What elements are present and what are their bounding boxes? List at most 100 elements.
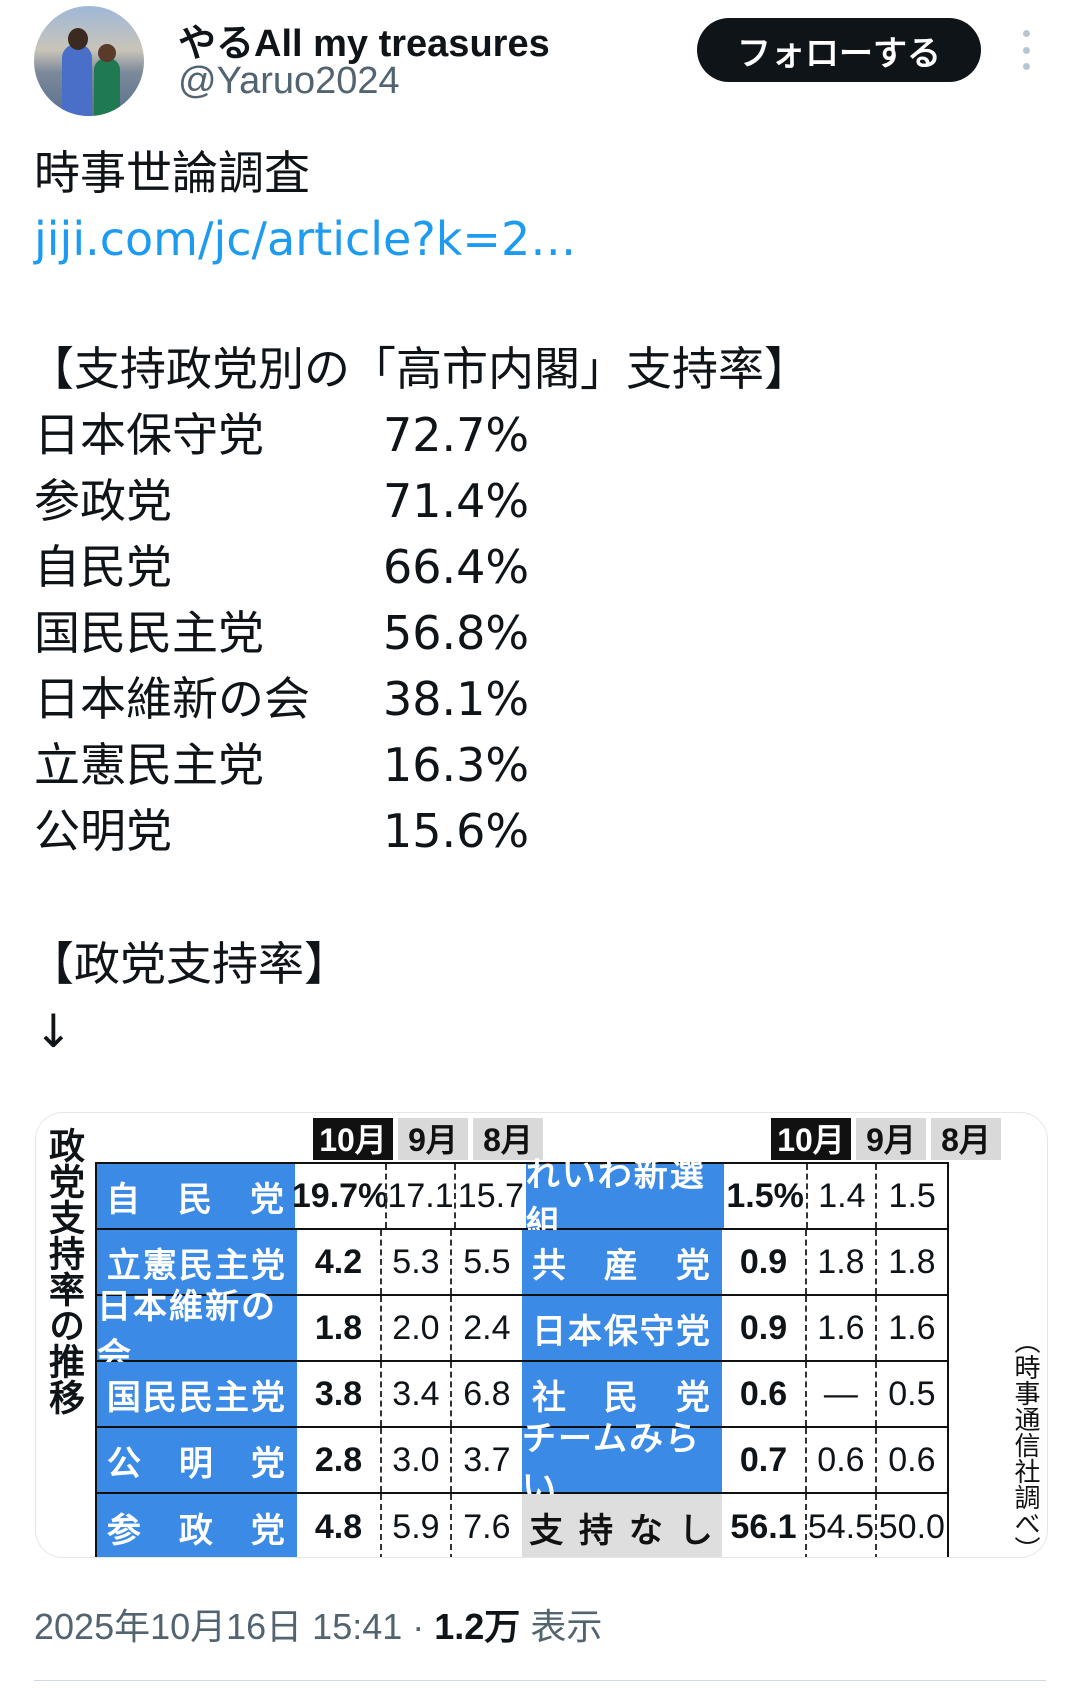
support-value: 2.4 — [449, 1296, 522, 1360]
support-value: 3.7 — [449, 1428, 522, 1492]
support-value: 0.7 — [739, 1440, 788, 1479]
support-value: 0.6 — [805, 1428, 875, 1492]
month-header: 8月 — [473, 1118, 543, 1160]
table-row: 参 政 党 4.8 5.9 7.6 支 持 な し 56.1 54.5 50.0 — [97, 1494, 947, 1557]
follow-button[interactable]: フォローする — [697, 18, 981, 82]
party-label: 社 民 党 — [522, 1362, 722, 1426]
attached-image[interactable]: 政党支持率の推移 10月 9月 8月 10月 9月 8月 自 民 党 19.7% 1… — [35, 1112, 1048, 1558]
party-label: 公 明 党 — [97, 1428, 297, 1492]
support-value: 1.6 — [805, 1296, 875, 1360]
party-label: チームみらい — [522, 1419, 722, 1508]
support-table: 自 民 党 19.7% 17.1 15.7 れいわ新選組 1.5% 1.4 1.5 立憲民主党 4… — [95, 1155, 949, 1557]
support-value: 17.1 — [385, 1164, 454, 1228]
rate-value: 16.3% — [383, 738, 530, 792]
rate-value: 38.1% — [383, 672, 530, 726]
heading-cabinet-support: 【支持政党別の「高市内閣」支持率】 — [28, 342, 810, 396]
rate-value: 56.8% — [383, 606, 530, 660]
party-label: 国民民主党 — [97, 1362, 297, 1426]
source-note: （時事通信社調べ） — [1010, 1328, 1040, 1558]
support-value: 1.5 — [875, 1164, 947, 1228]
support-value: 0.6 — [874, 1428, 947, 1492]
party-label: 参 政 党 — [97, 1494, 297, 1557]
support-value: 3.0 — [380, 1428, 450, 1492]
rate-row: 参政党 71.4% — [34, 468, 734, 534]
rate-value: 15.6% — [383, 804, 530, 858]
rate-value: 72.7% — [383, 408, 530, 462]
heading-party-support: 【政党支持率】 — [28, 937, 350, 991]
support-value: 4.2 — [314, 1242, 363, 1281]
party-label: 自 民 党 — [97, 1164, 296, 1228]
table-row: 立憲民主党 4.2 5.3 5.5 共 産 党 0.9 1.8 1.8 — [97, 1230, 947, 1296]
support-value: 15.7 — [454, 1164, 526, 1228]
rate-row: 国民民主党 56.8% — [34, 600, 734, 666]
image-title: 政党支持率の推移 — [43, 1127, 84, 1415]
rate-row: 公明党 15.6% — [34, 798, 734, 864]
support-value: 1.8 — [874, 1230, 947, 1294]
divider — [34, 1680, 1046, 1681]
support-value: 2.0 — [380, 1296, 450, 1360]
more-options-icon[interactable] — [1016, 30, 1036, 70]
rate-value: 66.4% — [383, 540, 530, 594]
table-row: 公 明 党 2.8 3.0 3.7 チームみらい 0.7 0.6 0.6 — [97, 1419, 947, 1508]
support-value: 0.6 — [739, 1374, 788, 1413]
support-value: 1.6 — [874, 1296, 947, 1360]
rate-row: 日本保守党 72.7% — [34, 402, 734, 468]
party-label: 共 産 党 — [522, 1230, 722, 1294]
rate-value: 71.4% — [383, 474, 530, 528]
rate-row: 立憲民主党 16.3% — [34, 732, 734, 798]
support-value: 0.9 — [739, 1242, 788, 1281]
support-value: 2.8 — [314, 1440, 363, 1479]
table-row: 日本維新の会 1.8 2.0 2.4 日本保守党 0.9 1.6 1.6 — [97, 1287, 947, 1376]
support-value: 19.7% — [291, 1176, 389, 1215]
party-name: 日本保守党 — [34, 408, 264, 462]
month-header: 9月 — [856, 1118, 926, 1160]
support-value: 6.8 — [449, 1362, 522, 1426]
party-label: 日本保守党 — [522, 1296, 722, 1360]
party-label: 支 持 な し — [522, 1494, 722, 1557]
support-value: — — [805, 1362, 875, 1426]
support-value: 3.8 — [314, 1374, 363, 1413]
party-name: 参政党 — [34, 474, 172, 528]
support-value: 1.4 — [806, 1164, 875, 1228]
party-name: 自民党 — [34, 540, 172, 594]
rate-row: 自民党 66.4% — [34, 534, 734, 600]
month-header: 9月 — [398, 1118, 468, 1160]
support-value: 54.5 — [805, 1494, 875, 1557]
author-handle[interactable]: @Yaruo2024 — [178, 60, 400, 102]
party-name: 日本維新の会 — [34, 672, 310, 726]
support-value: 0.9 — [739, 1308, 788, 1347]
party-label: れいわ新選組 — [525, 1155, 724, 1244]
post-datetime[interactable]: 2025年10月16日 15:41 — [34, 1606, 403, 1647]
view-count: 1.2万 — [434, 1606, 521, 1647]
table-row: 自 民 党 19.7% 17.1 15.7 れいわ新選組 1.5% 1.4 1.5 — [97, 1155, 947, 1244]
party-name: 国民民主党 — [34, 606, 264, 660]
post-text-line: 時事世論調査 — [34, 146, 310, 200]
support-value: 0.5 — [874, 1362, 947, 1426]
avatar[interactable] — [34, 6, 144, 116]
support-value: 56.1 — [730, 1507, 797, 1546]
support-value: 1.5% — [726, 1176, 804, 1215]
party-label: 日本維新の会 — [97, 1287, 297, 1376]
author-name[interactable]: やるAll my treasures — [178, 23, 550, 65]
party-name: 公明党 — [34, 804, 172, 858]
support-value: 3.4 — [380, 1362, 450, 1426]
support-value: 5.9 — [380, 1494, 450, 1557]
table-row: 国民民主党 3.8 3.4 6.8 社 民 党 0.6 —0.5 — [97, 1362, 947, 1428]
arrow-down: ↓ — [34, 1004, 73, 1058]
support-value: 1.8 — [314, 1308, 363, 1347]
party-label: 立憲民主党 — [97, 1230, 297, 1294]
views-label: 表示 — [520, 1606, 603, 1647]
separator: · — [402, 1606, 435, 1647]
support-value: 1.8 — [805, 1230, 875, 1294]
support-value: 4.8 — [314, 1507, 363, 1546]
party-name: 立憲民主党 — [34, 738, 264, 792]
support-value: 5.5 — [449, 1230, 522, 1294]
support-value: 7.6 — [449, 1494, 522, 1557]
month-header: 8月 — [931, 1118, 1001, 1160]
month-header: 10月 — [313, 1118, 393, 1160]
support-value: 50.0 — [874, 1494, 947, 1557]
article-link[interactable]: jiji.com/jc/article?k=2… — [34, 212, 577, 266]
post-meta: 2025年10月16日 15:41 · 1.2万 表示 — [34, 1598, 602, 1650]
support-value: 5.3 — [380, 1230, 450, 1294]
month-header: 10月 — [771, 1118, 851, 1160]
